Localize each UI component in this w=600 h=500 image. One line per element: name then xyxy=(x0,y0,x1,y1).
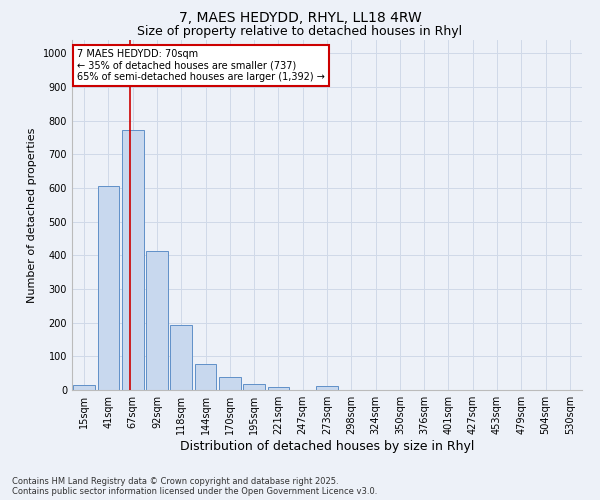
Text: Size of property relative to detached houses in Rhyl: Size of property relative to detached ho… xyxy=(137,25,463,38)
Bar xyxy=(97,186,119,390)
Bar xyxy=(219,376,241,390)
Bar xyxy=(73,385,95,390)
Bar xyxy=(122,130,143,390)
Y-axis label: Number of detached properties: Number of detached properties xyxy=(27,128,37,302)
Bar xyxy=(194,364,217,390)
Bar xyxy=(268,386,289,390)
X-axis label: Distribution of detached houses by size in Rhyl: Distribution of detached houses by size … xyxy=(180,440,474,453)
Bar xyxy=(170,325,192,390)
Bar xyxy=(243,384,265,390)
Text: Contains HM Land Registry data © Crown copyright and database right 2025.
Contai: Contains HM Land Registry data © Crown c… xyxy=(12,476,377,496)
Text: 7, MAES HEDYDD, RHYL, LL18 4RW: 7, MAES HEDYDD, RHYL, LL18 4RW xyxy=(179,12,421,26)
Bar xyxy=(316,386,338,390)
Text: 7 MAES HEDYDD: 70sqm
← 35% of detached houses are smaller (737)
65% of semi-deta: 7 MAES HEDYDD: 70sqm ← 35% of detached h… xyxy=(77,49,325,82)
Bar xyxy=(146,251,168,390)
